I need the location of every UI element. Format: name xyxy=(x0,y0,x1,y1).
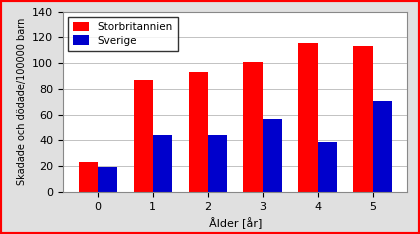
Bar xyxy=(373,101,392,192)
Bar xyxy=(318,142,337,192)
Bar xyxy=(79,162,98,192)
Bar xyxy=(298,43,318,192)
Bar xyxy=(134,80,153,192)
Bar xyxy=(262,118,282,192)
Bar xyxy=(153,135,172,192)
Bar xyxy=(353,47,373,192)
X-axis label: Ålder [år]: Ålder [år] xyxy=(208,217,262,229)
Bar xyxy=(244,62,262,192)
Y-axis label: Skadade och dödade/100000 barn: Skadade och dödade/100000 barn xyxy=(17,18,26,186)
Bar xyxy=(208,135,227,192)
Bar xyxy=(189,72,208,192)
Bar xyxy=(98,168,117,192)
Legend: Storbritannien, Sverige: Storbritannien, Sverige xyxy=(68,17,178,51)
